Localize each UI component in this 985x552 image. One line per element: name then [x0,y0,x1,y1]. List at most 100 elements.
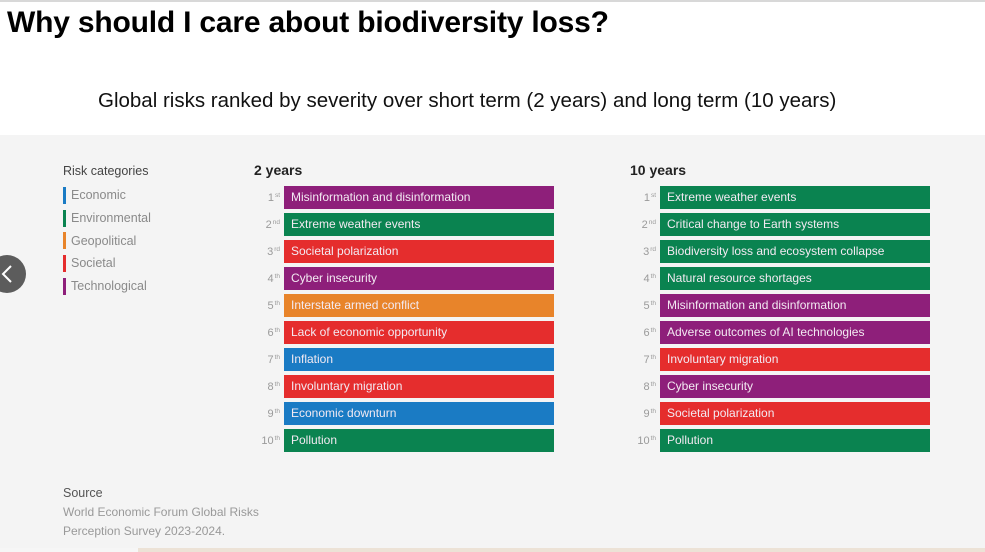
rank-number: 1 [643,191,650,204]
risk-bar: Pollution [660,429,930,452]
risk-bar: Economic downturn [284,402,554,425]
legend-label: Environmental [71,211,151,226]
risk-bar: Societal polarization [284,240,554,263]
legend-item-economic: Economic [63,184,151,207]
source-note: Source World Economic Forum Global Risks… [63,486,259,538]
rank-number: 6 [267,326,274,339]
rank-label: 6th [630,327,656,339]
risk-bar: Extreme weather events [284,213,554,236]
risk-bar: Extreme weather events [660,186,930,209]
rank-suffix: th [274,407,280,415]
rank-number: 5 [643,299,650,312]
rank-suffix: th [650,272,656,280]
legend-item-technological: Technological [63,275,151,298]
source-line: World Economic Forum Global Risks [63,505,259,519]
rank-label: 2nd [630,219,656,231]
legend-item-geopolitical: Geopolitical [63,229,151,252]
legend-title: Risk categories [63,164,149,178]
rank-label: 10th [254,435,280,447]
legend-label: Economic [71,188,126,203]
risk-bar: Interstate armed conflict [284,294,554,317]
rank-suffix: th [274,272,280,280]
rank-suffix: th [274,353,280,361]
rank-suffix: th [650,299,656,307]
source-title: Source [63,486,103,500]
chart-subtitle: Global risks ranked by severity over sho… [98,89,837,112]
rank-label: 7th [254,354,280,366]
source-line: Perception Survey 2023-2024. [63,524,226,538]
risk-bar: Lack of economic opportunity [284,321,554,344]
risk-bar: Inflation [284,348,554,371]
rank-suffix: th [650,326,656,334]
rank-label: 3rd [254,246,280,258]
rank-suffix: th [650,353,656,361]
rank-label: 9th [630,408,656,420]
top-divider [0,0,985,2]
risk-bar: Biodiversity loss and ecosystem collapse [660,240,930,263]
rank-number: 2 [641,218,648,231]
rank-suffix: th [650,434,656,442]
risk-categories-legend: Risk categories Economic Environmental G… [63,164,151,297]
rank-number: 3 [643,245,650,258]
rank-label: 1st [630,192,656,204]
risk-bar: Cyber insecurity [660,375,930,398]
legend-swatch-economic [63,186,66,204]
column-title-10-years: 10 years [630,162,687,178]
rank-label: 4th [630,273,656,285]
rank-suffix: nd [648,218,656,226]
rank-number: 5 [267,299,274,312]
rank-number: 7 [643,353,650,366]
legend-item-societal: Societal [63,252,151,275]
rank-number: 6 [643,326,650,339]
rank-suffix: rd [650,245,656,253]
column-title-2-years: 2 years [254,162,303,178]
legend-label: Societal [71,256,116,271]
rank-label: 2nd [254,219,280,231]
legend-swatch-geopolitical [63,232,66,250]
rank-label: 9th [254,408,280,420]
rank-number: 1 [267,191,274,204]
rank-label: 7th [630,354,656,366]
rank-suffix: nd [272,218,280,226]
risk-bar: Natural resource shortages [660,267,930,290]
risk-bar: Involuntary migration [660,348,930,371]
rank-number: 3 [267,245,274,258]
column-10-years: 10 years 1st Extreme weather events 2nd Cri… [630,162,930,452]
rank-number: 8 [643,380,650,393]
rank-suffix: rd [274,245,280,253]
rank-label: 3rd [630,246,656,258]
rank-label: 1st [254,192,280,204]
risk-bar: Adverse outcomes of AI technologies [660,321,930,344]
rank-number: 10 [637,434,650,447]
legend-label: Technological [71,279,147,294]
rank-number: 8 [267,380,274,393]
risk-bar: Involuntary migration [284,375,554,398]
risk-bar: Misinformation and disinformation [284,186,554,209]
rank-suffix: th [650,380,656,388]
chevron-left-icon [1,265,12,283]
rank-suffix: th [274,434,280,442]
risk-bar: Pollution [284,429,554,452]
bottom-edge [0,548,985,552]
rank-label: 4th [254,273,280,285]
rank-label: 6th [254,327,280,339]
risk-bar: Societal polarization [660,402,930,425]
rank-number: 4 [643,272,650,285]
column-2-years: 2 years 1st Misinformation and disinforma… [254,162,554,452]
legend-item-environmental: Environmental [63,207,151,230]
rank-suffix: st [650,191,656,199]
page-title: Why should I care about biodiversity los… [7,6,609,39]
legend-swatch-environmental [63,209,66,227]
rank-number: 4 [267,272,274,285]
rank-number: 10 [261,434,274,447]
risk-bar: Cyber insecurity [284,267,554,290]
rank-label: 5th [254,300,280,312]
rank-label: 10th [630,435,656,447]
rank-suffix: th [274,380,280,388]
rank-suffix: th [650,407,656,415]
legend-swatch-technological [63,277,66,295]
rank-number: 9 [267,407,274,420]
rank-suffix: th [274,299,280,307]
rank-suffix: st [274,191,280,199]
rank-suffix: th [274,326,280,334]
